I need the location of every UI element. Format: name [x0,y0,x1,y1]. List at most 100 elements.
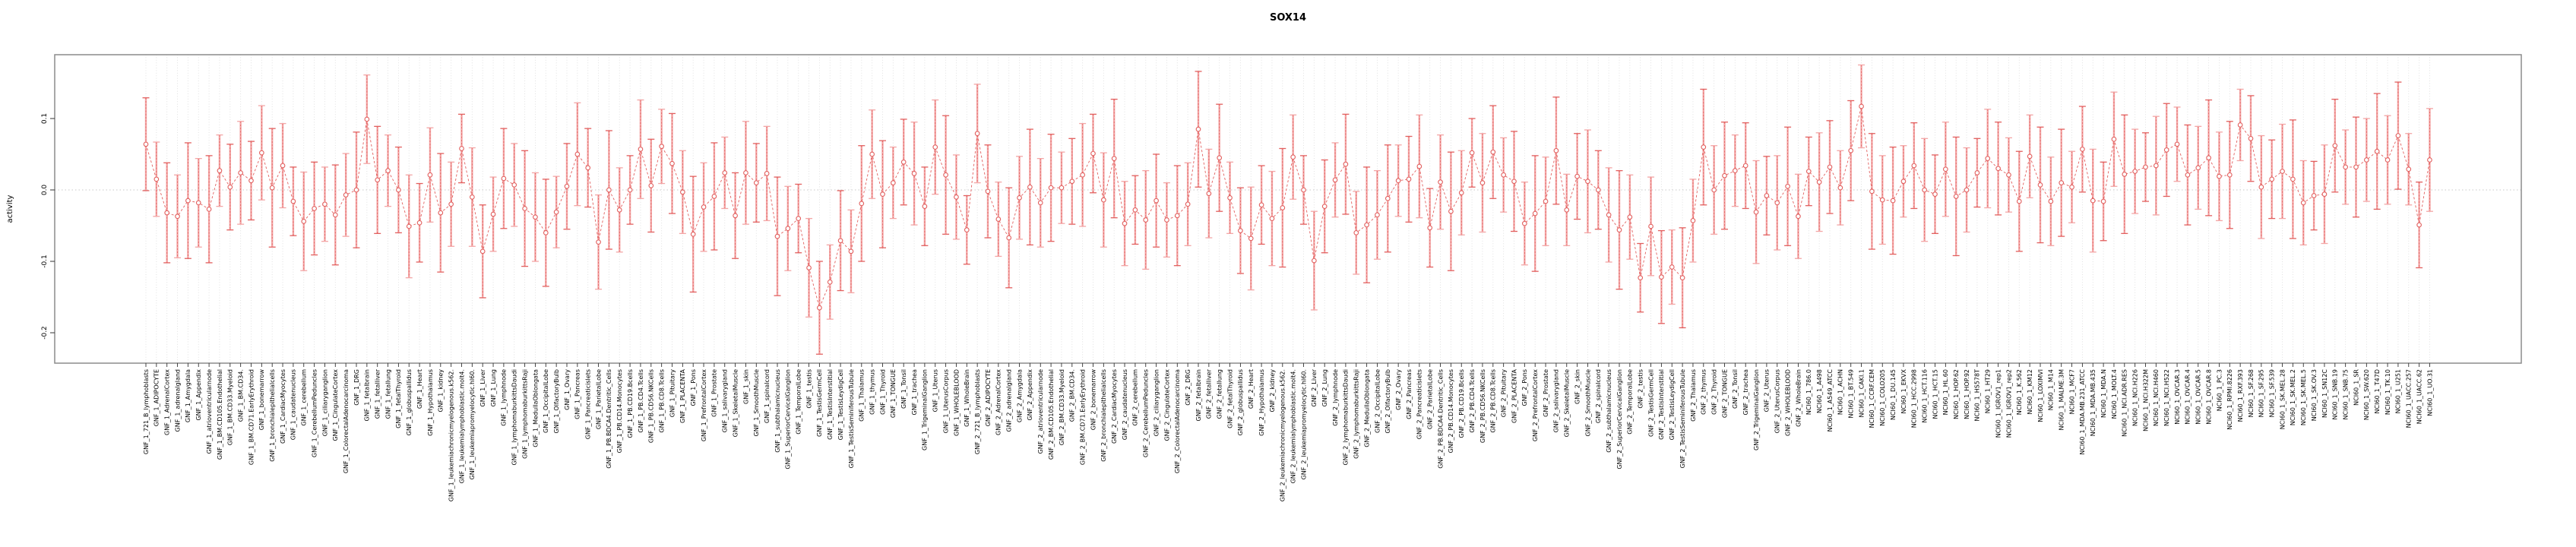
x-tick-label: NCI60_1_MOLT.4 [2111,369,2118,419]
x-tick-label: GNF_1_atrioventricularnode [206,369,213,454]
x-tick-label: GNF_2_PB.CD8.Tcells [1490,369,1497,433]
data-point [2080,147,2085,152]
data-point [1585,179,1590,185]
x-tick-label: GNF_2_CingulateCortex [1163,369,1170,441]
x-tick-label: NCI60_1_SF.268 [2248,369,2255,417]
data-point [1659,274,1664,280]
x-tick-label: NCI60_1_A498 [1816,369,1823,413]
data-point [543,230,549,236]
data-point [1090,150,1096,157]
data-point [1616,227,1622,232]
x-tick-label: NCI60_1_SF.295 [2258,369,2265,417]
data-point [753,180,759,185]
x-tick-label: GNF_2_cerebellum [1132,369,1139,426]
x-tick-label: NCI60_1_SN12C [2321,369,2328,418]
data-point [1154,198,1159,204]
x-tick-label: GNF_2_PB.CD19.Bcells [1458,369,1465,438]
x-tick-label: GNF_2_PB.BDCA4.Dentritic_Cells [1437,369,1444,469]
data-point [1438,179,1443,185]
x-tick-label: GNF_1_Pituitary [669,369,676,418]
data-point [2416,222,2422,228]
data-point [1174,213,1180,219]
data-point [1943,166,1948,172]
plot-border [54,54,2522,364]
x-tick-label: GNF_1_BM.CD105.Endothelial [217,369,223,460]
data-point [1195,126,1201,132]
x-tick-label: GNF_1_PB.BDCA4.Dentritic_Cells [606,369,612,469]
data-point [1501,172,1506,178]
x-tick-label: GNF_1_thymus [869,369,875,415]
x-tick-label: GNF_2_leukemiachronicmyelogenous.k562. [1280,369,1286,501]
data-point [2395,133,2401,138]
data-point [343,192,349,198]
data-point [859,201,865,207]
x-tick-label: GNF_1_leukemiachronicmyelogenous.k562. [448,369,454,501]
x-tick-label: GNF_2_SmoothMuscle [1584,369,1591,437]
x-tick-label: GNF_2_salivarygland [1553,369,1560,432]
data-point [922,204,928,209]
x-tick-label: GNF_2_Heart [1248,369,1255,409]
data-point [1722,172,1727,179]
data-point [1711,187,1717,193]
x-tick-label: GNF_2_bronchialepithelialcells [1100,369,1107,462]
data-point [1227,194,1233,201]
x-tick-label: GNF_1_globuspallidus [406,369,413,435]
x-tick-label: GNF_1_fetallung [385,369,391,419]
data-point [817,305,822,311]
x-tick-label: GNF_1_Appendix [195,369,202,421]
y-tick-label: 0.1 [41,113,49,124]
x-tick-label: NCI60_1_SF.539 [2269,369,2276,417]
x-tick-label: NCI60_1_PC.3 [2216,369,2223,411]
data-point [722,170,728,175]
data-point [1332,177,1338,183]
data-point [1532,210,1538,217]
x-tick-label: GNF_2_globuspallidus [1237,369,1244,435]
x-tick-label: GNF_2_PB.CD56.NKCells [1479,369,1486,443]
data-point [827,279,833,285]
x-tick-label: GNF_1_fetalliver [375,368,381,419]
data-point [2174,141,2180,147]
x-tick-label: GNF_2_Pancreas [1406,369,1413,419]
data-point [2195,165,2201,171]
chart-title: SOX14 [1270,12,1306,24]
data-point [1100,197,1106,203]
data-point [511,182,517,188]
x-tick-label: NCI60_1_SR [2353,369,2359,406]
data-point [943,172,948,178]
data-point [701,204,707,210]
data-point [448,201,454,207]
data-point [406,223,412,229]
x-tick-label: GNF_1_trachea [911,369,918,416]
x-tick-label: GNF_2_Ovary [1395,369,1402,410]
x-tick-label: GNF_1_TestisGermCell [816,369,823,437]
data-point [1479,180,1486,185]
data-point [217,168,223,173]
x-tick-label: GNF_1_TestisSeminiferousTubule [848,369,855,468]
data-point [564,183,570,189]
data-point [1837,185,1843,191]
x-tick-label: NCI60_1_OVCAR.4 [2185,369,2191,425]
x-tick-label: GNF_1_skin [742,369,749,404]
x-tick-label: GNF_1_OlfactoryBulb [553,369,560,433]
x-tick-label: NCI60_1_HS578T [1974,369,1981,422]
data-point [1627,214,1633,220]
x-tick-label: NCI60_1_NCI.H226 [2131,369,2138,426]
x-tick-label: NCI60_1_HT29 [1985,369,1992,413]
x-tick-label: NCI60_1_OVCAR.3 [2174,369,2181,425]
x-tick-label: GNF_1_PrefrontalCortex [701,369,707,441]
data-point [954,194,959,200]
x-tick-label: GNF_2_MedullaOblongata [1363,369,1370,447]
x-tick-label: NCI60_1_SK.MEL.2 [2290,369,2296,425]
data-point [1669,264,1675,270]
x-tick-label: NCI60_1_MDA.N [2100,369,2107,418]
x-tick-label: GNF_1_DRG [353,369,360,406]
data-point [1974,170,1980,175]
x-tick-label: GNF_1_SkeletalMuscle [732,369,739,437]
x-tick-label: GNF_1_caudatenucleus [290,369,297,440]
x-tick-label: GNF_2_CerebellumPeduncles [1143,369,1150,457]
data-point [1564,207,1570,213]
data-point [627,187,633,193]
x-tick-label: GNF_2_CardiacMyocytes [1111,369,1118,444]
data-point [1521,220,1527,226]
